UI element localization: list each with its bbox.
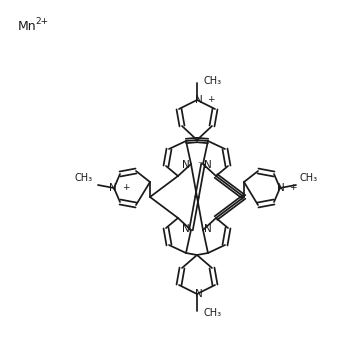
Text: N: N bbox=[195, 289, 203, 299]
Text: N: N bbox=[182, 160, 190, 170]
Text: 2+: 2+ bbox=[35, 17, 48, 25]
Text: Mn: Mn bbox=[18, 19, 37, 33]
Text: ⁻: ⁻ bbox=[197, 160, 202, 170]
Text: N: N bbox=[204, 224, 212, 234]
Text: N: N bbox=[277, 183, 285, 193]
Text: N: N bbox=[204, 160, 212, 170]
Text: N: N bbox=[109, 183, 117, 193]
Text: CH₃: CH₃ bbox=[300, 173, 318, 183]
Text: N: N bbox=[195, 95, 203, 105]
Text: +: + bbox=[289, 183, 297, 192]
Text: CH₃: CH₃ bbox=[75, 173, 93, 183]
Text: N: N bbox=[182, 224, 190, 234]
Text: +: + bbox=[207, 95, 215, 104]
Text: CH₃: CH₃ bbox=[203, 76, 221, 86]
Text: CH₃: CH₃ bbox=[203, 308, 221, 318]
Text: +: + bbox=[122, 183, 130, 192]
